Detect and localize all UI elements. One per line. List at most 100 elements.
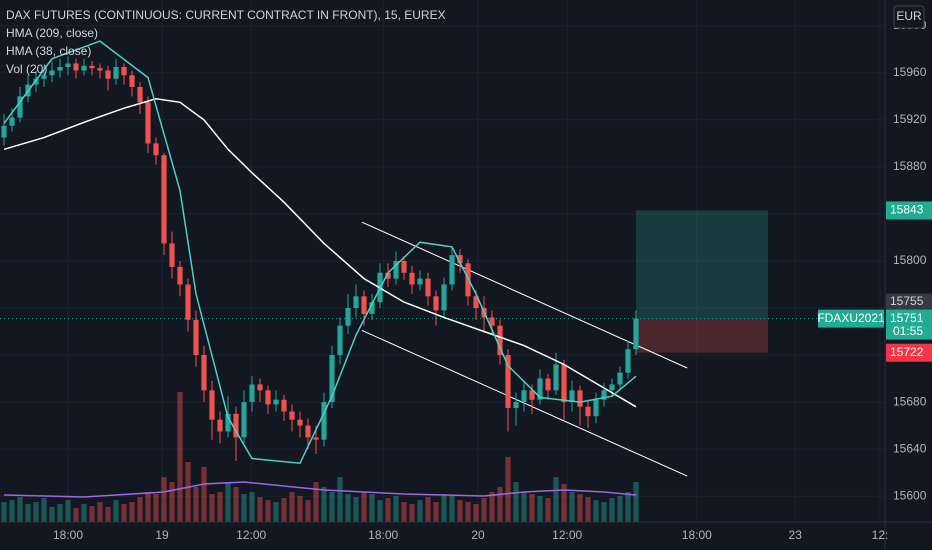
candle-body <box>313 437 319 440</box>
volume-bar <box>265 500 271 522</box>
volume-bar <box>433 502 439 522</box>
volume-bar <box>161 477 167 522</box>
candle-body <box>409 272 415 285</box>
volume-bar <box>609 498 615 522</box>
volume-bar <box>577 494 583 522</box>
volume-bar <box>81 504 87 522</box>
candle-body <box>57 67 63 71</box>
volume-bar <box>17 497 23 522</box>
candle-body <box>129 75 135 87</box>
x-tick-label: 18:00 <box>368 528 398 542</box>
volume-bar <box>145 492 151 522</box>
legend-entry: Vol (20) <box>6 62 47 76</box>
candle-body <box>385 272 391 279</box>
price-label: 15755 <box>890 294 924 308</box>
candle-body <box>49 70 55 76</box>
candle-body <box>401 261 407 273</box>
volume-bar <box>329 492 335 522</box>
x-tick-label: 12: <box>872 528 889 542</box>
target-zone <box>636 210 768 319</box>
volume-bar <box>129 502 135 522</box>
candle-body <box>489 317 495 326</box>
currency-label[interactable]: EUR <box>896 9 922 23</box>
candle-body <box>593 399 599 417</box>
candle-body <box>121 67 127 76</box>
candle-body <box>241 402 247 438</box>
y-tick-label: 15800 <box>893 253 927 267</box>
volume-bar <box>545 498 551 522</box>
x-tick-label: 19 <box>155 528 169 542</box>
volume-bar <box>97 502 103 522</box>
volume-bar <box>529 494 535 522</box>
volume-bar <box>377 500 383 522</box>
candle-body <box>217 419 223 432</box>
volume-bar <box>177 392 183 522</box>
currency-button[interactable] <box>893 5 925 29</box>
candle-body <box>617 372 623 385</box>
candle-body <box>577 390 583 407</box>
candle-body <box>113 67 119 79</box>
x-tick-label: 12:00 <box>552 528 582 542</box>
volume-bar <box>89 506 95 522</box>
candle-body <box>441 284 447 311</box>
candle-body <box>521 390 527 403</box>
candle-body <box>17 96 23 118</box>
volume-bar <box>249 492 255 522</box>
candle-body <box>297 419 303 426</box>
volume-bar <box>257 497 263 522</box>
volume-bar <box>425 497 431 522</box>
candle-body <box>425 278 431 297</box>
volume-bar <box>65 500 71 522</box>
volume-bar <box>73 508 79 522</box>
candle-body <box>505 355 511 408</box>
candle-body <box>345 308 351 326</box>
candle-body <box>225 413 231 432</box>
candle-body <box>81 65 87 71</box>
volume-bar <box>1 502 7 522</box>
volume-bar <box>449 496 455 522</box>
volume-bar <box>313 482 319 522</box>
volume-layer <box>1 392 639 522</box>
price-label: 15751 <box>890 311 924 325</box>
candle-body <box>137 87 143 103</box>
volume-bar <box>217 492 223 522</box>
volume-bar <box>569 492 575 522</box>
volume-bar <box>553 477 559 522</box>
candle-body <box>353 296 359 309</box>
candle-body <box>169 243 175 267</box>
volume-bar <box>345 494 351 522</box>
volume-bar <box>593 500 599 522</box>
candle-body <box>625 349 631 373</box>
volume-bar <box>297 496 303 522</box>
candle-body <box>529 390 535 400</box>
volume-bar <box>369 494 375 522</box>
volume-bar <box>601 502 607 522</box>
symbol-label-bg <box>818 309 884 328</box>
axis-layer: 1560015640156801572015760158001584015880… <box>53 18 932 542</box>
candle-body <box>449 255 455 285</box>
candle-body <box>257 384 263 391</box>
volume-bar <box>617 496 623 522</box>
volume-bar <box>401 502 407 522</box>
price-label-bg <box>886 309 932 340</box>
candle-body <box>153 143 159 156</box>
volume-bar <box>233 487 239 522</box>
price-label-bg <box>886 201 932 220</box>
candle-body <box>457 255 463 264</box>
y-tick-label: 15880 <box>893 159 927 173</box>
candle-body <box>249 384 255 403</box>
volume-bar <box>57 504 63 522</box>
volume-bar <box>521 492 527 522</box>
chart-title: DAX FUTURES (CONTINUOUS: CURRENT CONTRAC… <box>6 8 446 22</box>
candle-body <box>609 384 615 391</box>
candle-body <box>569 390 575 403</box>
candle-body <box>417 278 423 285</box>
x-tick-label: 23 <box>789 528 803 542</box>
candle-body <box>585 406 591 417</box>
candle-body <box>185 284 191 320</box>
x-tick-label: 18:00 <box>53 528 83 542</box>
candle-body <box>281 399 287 412</box>
y-tick-label: 15600 <box>893 488 927 502</box>
candle-body <box>41 75 47 79</box>
volume-bar <box>105 507 111 522</box>
